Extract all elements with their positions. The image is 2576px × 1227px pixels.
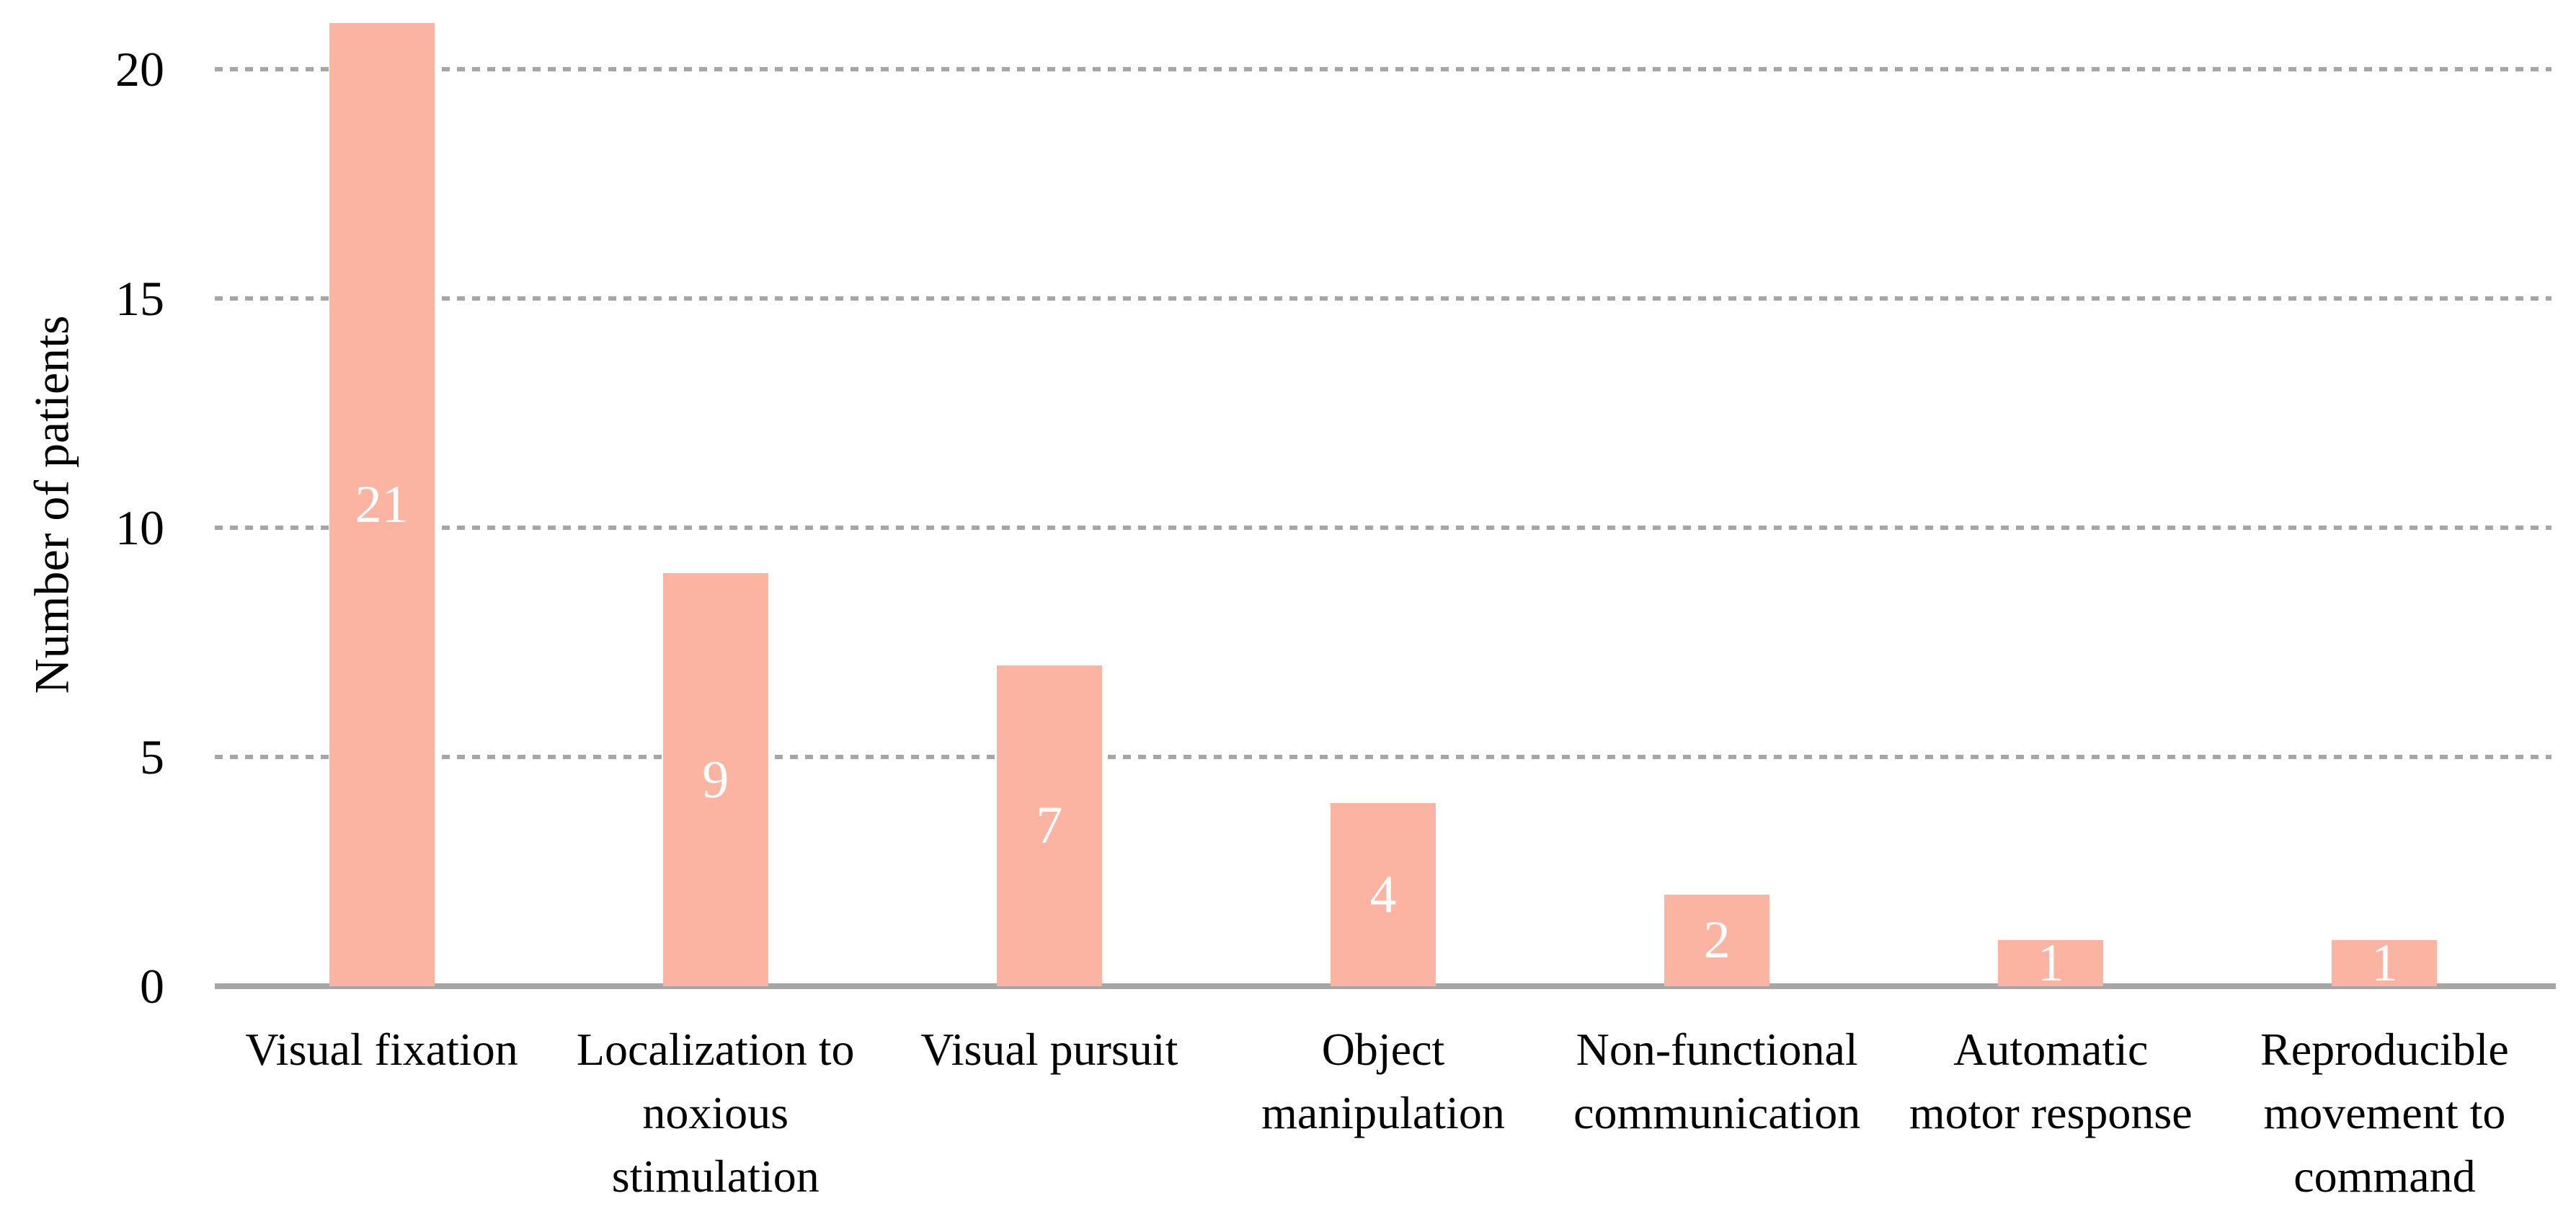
category-label: Object manipulation [1261, 1024, 1505, 1138]
bar-value-label: 2 [1703, 911, 1731, 970]
bar [662, 573, 768, 986]
y-tick-label: 20 [115, 41, 164, 97]
bar [1664, 894, 1770, 986]
gridline [215, 66, 2551, 71]
bar [2332, 940, 2438, 986]
gridline [215, 525, 2551, 530]
category-label: Localization to noxious stimulation [576, 1024, 855, 1202]
bar [1998, 940, 2104, 986]
y-tick-label: 10 [115, 500, 164, 555]
bar-value-label: 1 [2371, 934, 2398, 993]
category-label: Visual pursuit [920, 1024, 1178, 1075]
y-tick-label: 0 [140, 959, 164, 1014]
bar-value-label: 21 [355, 475, 409, 534]
gridline [215, 296, 2551, 301]
category-label: Visual fixation [245, 1024, 518, 1075]
y-tick-label: 15 [115, 270, 164, 326]
bar [329, 23, 435, 986]
bar [996, 665, 1102, 986]
category-label: Reproducible movement to command [2260, 1024, 2509, 1202]
bar-value-label: 4 [1369, 864, 1397, 924]
x-axis-line [215, 983, 2556, 989]
category-label: Automatic motor response [1909, 1024, 2193, 1138]
gridline [215, 754, 2551, 759]
category-label: Non-functional communication [1573, 1024, 1861, 1138]
y-tick-label: 5 [140, 729, 164, 784]
bar [1331, 802, 1436, 986]
bar-value-label: 1 [2037, 934, 2064, 993]
bar-value-label: 7 [1036, 796, 1063, 856]
bar-value-label: 9 [702, 750, 729, 810]
